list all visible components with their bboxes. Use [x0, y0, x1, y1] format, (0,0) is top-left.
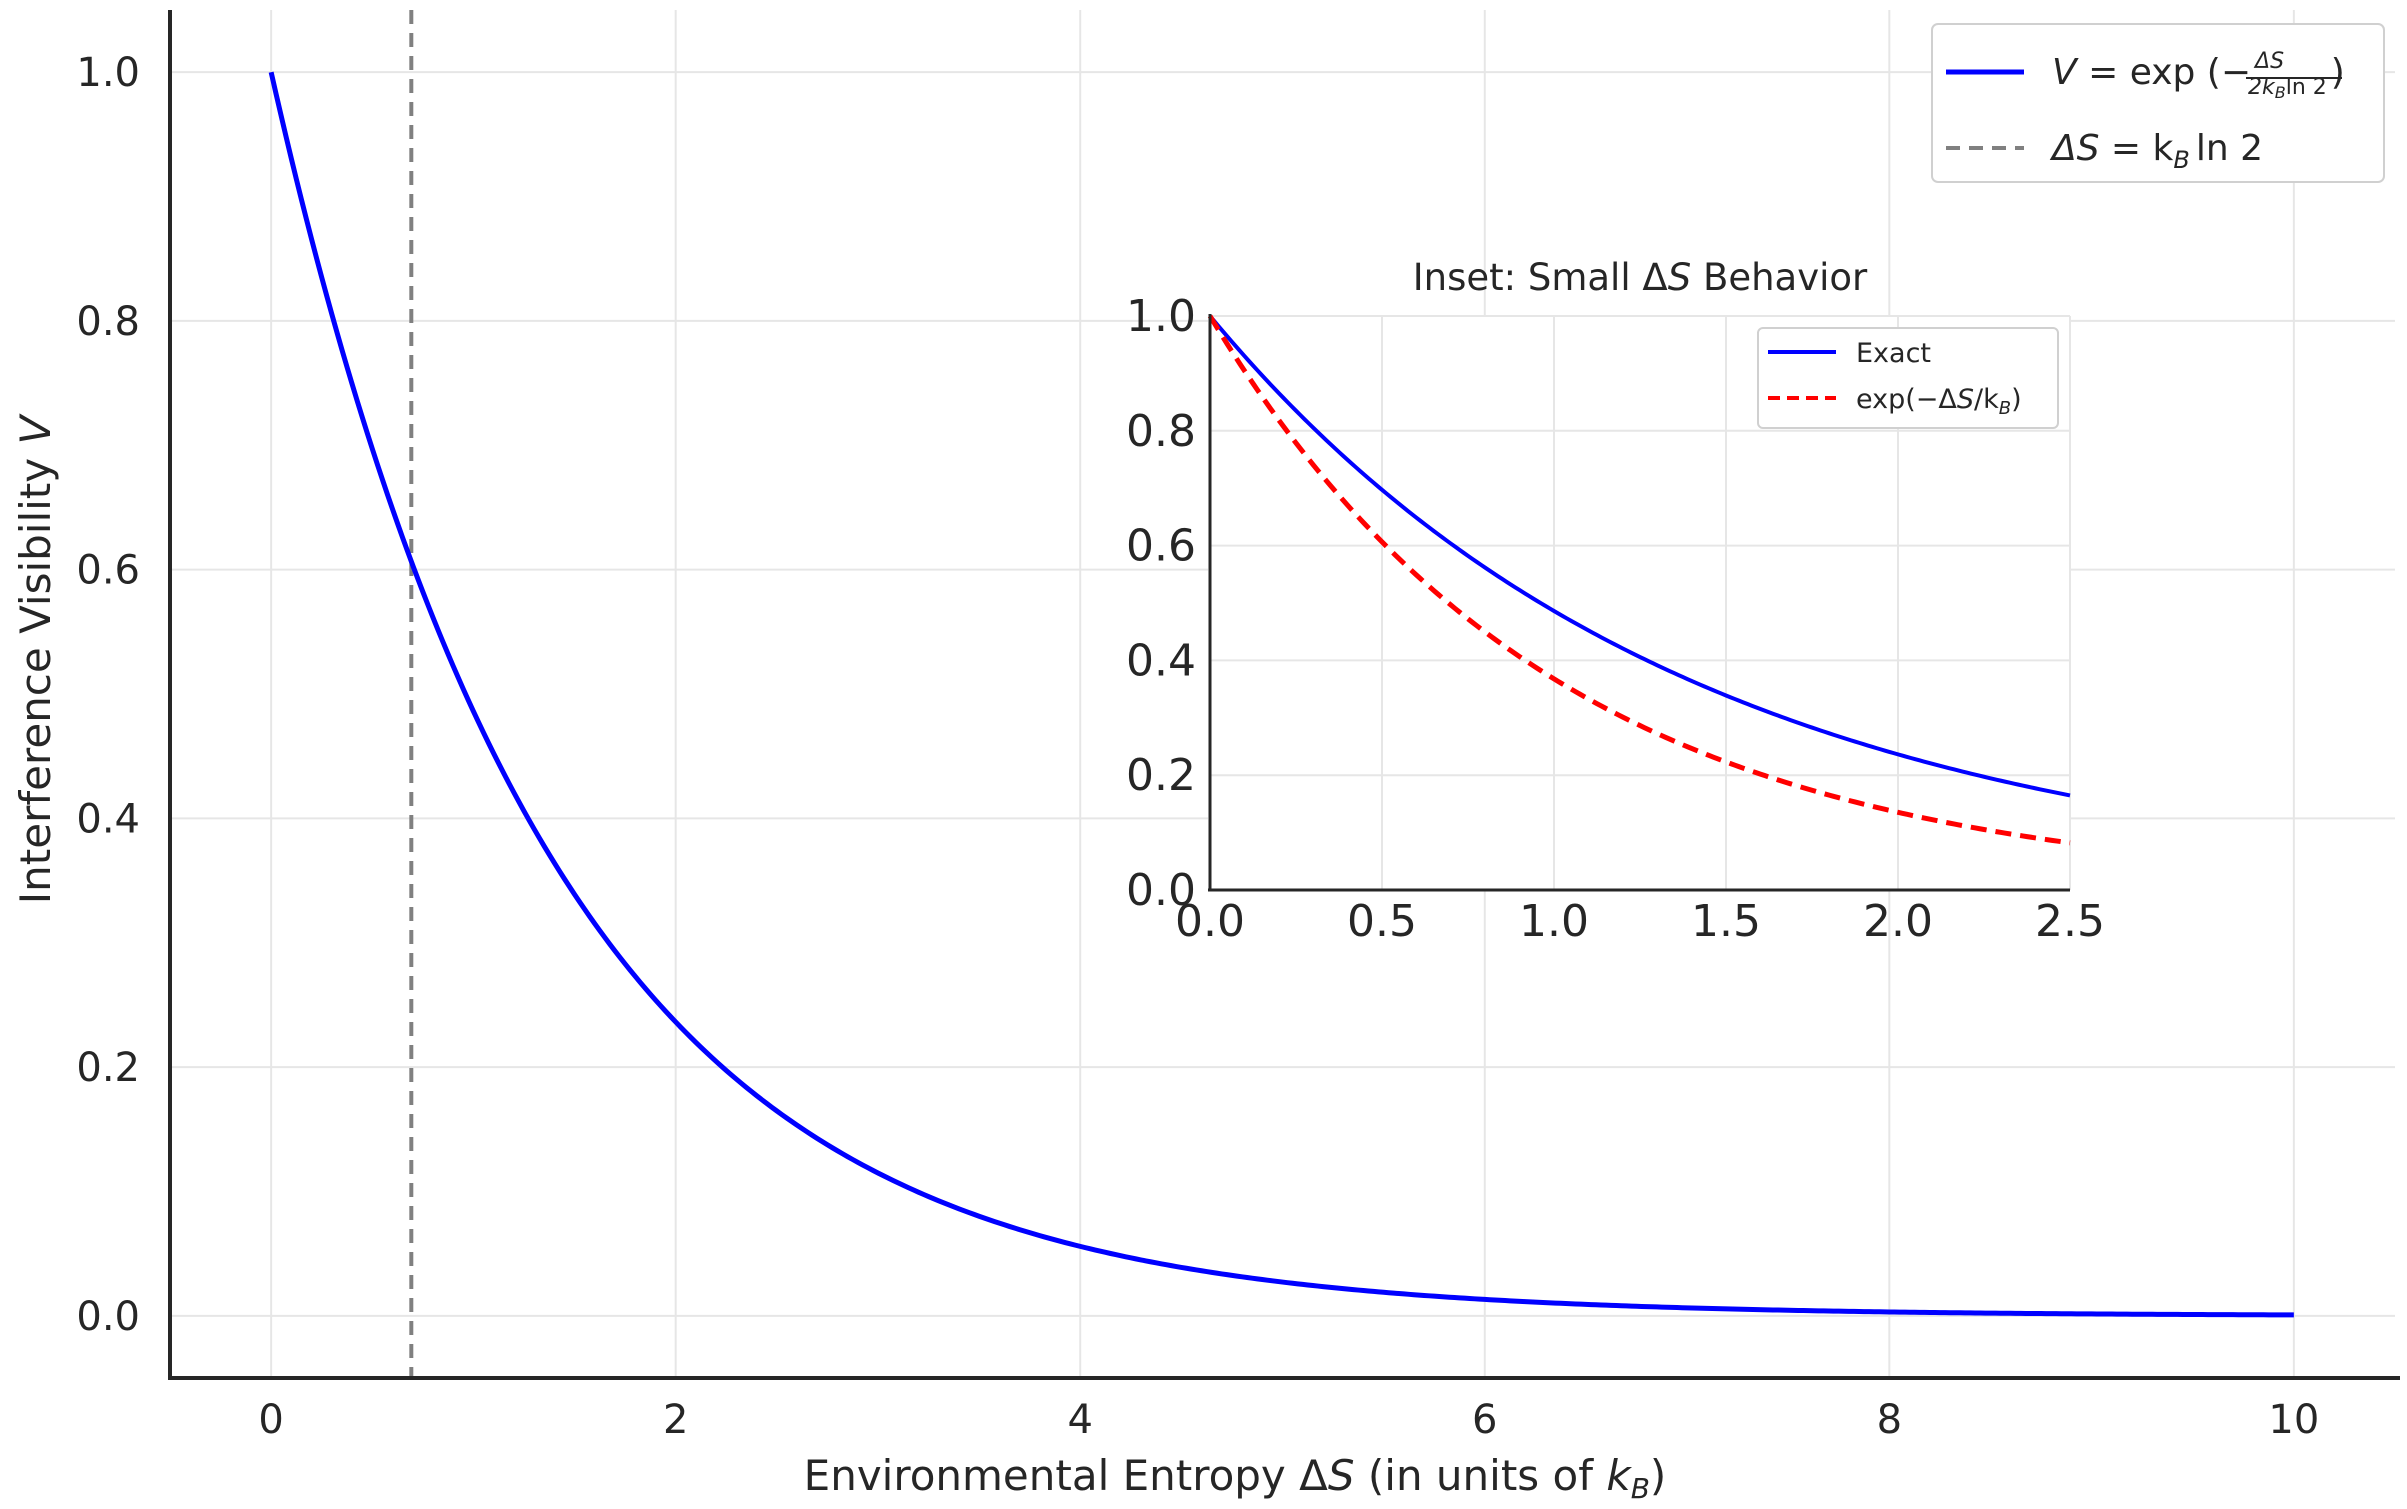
main-y-tick-label: 0.8 — [76, 299, 140, 345]
inset-legend-entry-approx: exp(−ΔS/kB) — [1856, 384, 2022, 419]
main-legend-entry-visibility: V = exp (− ΔS 2kBln 2) — [2052, 49, 2345, 102]
inset-legend: Exact exp(−ΔS/kB) — [1757, 327, 2059, 429]
main-x-tick-label: 6 — [1472, 1397, 1497, 1443]
main-x-tick-label: 4 — [1068, 1397, 1093, 1443]
main-x-axis-label: Environmental Entropy ΔS (in units of kB… — [804, 1451, 1667, 1505]
inset-y-tick-label: 0.6 — [1126, 521, 1196, 572]
main-y-tick-label: 0.6 — [76, 548, 140, 594]
main-x-tick-label: 0 — [258, 1397, 283, 1443]
inset-x-tick-label: 2.0 — [1863, 896, 1933, 947]
inset-y-tick-label: 1.0 — [1126, 291, 1196, 342]
main-y-ticks: 0.0 0.2 0.4 0.6 0.8 1.0 — [76, 50, 140, 1340]
inset-x-tick-label: 1.5 — [1691, 896, 1761, 947]
inset-exact-curve — [1208, 314, 2071, 798]
inset-y-ticks: 0.0 0.2 0.4 0.6 0.8 1.0 — [1126, 291, 1196, 916]
inset-x-tick-label: 2.5 — [2035, 896, 2105, 947]
main-y-axis-label: Interference Visibility V — [11, 413, 60, 905]
inset-x-ticks: 0.0 0.5 1.0 1.5 2.0 2.5 — [1175, 896, 2105, 947]
inset-y-tick-label: 0.8 — [1126, 406, 1196, 457]
main-legend-entry-threshold: ΔS = kB ln 2 — [2049, 128, 2263, 174]
main-legend-box — [1931, 23, 2385, 183]
inset-y-tick-label: 0.4 — [1126, 635, 1196, 686]
inset-y-tick-label: 0.0 — [1126, 865, 1196, 916]
inset-x-tick-label: 0.5 — [1347, 896, 1417, 947]
main-x-tick-label: 10 — [2268, 1397, 2319, 1443]
inset-title: Inset: Small ΔS Behavior — [1413, 256, 1868, 299]
main-y-tick-label: 1.0 — [76, 50, 140, 96]
inset-y-tick-label: 0.2 — [1126, 750, 1196, 801]
main-legend: V = exp (− ΔS 2kBln 2) ΔS = kB ln 2 — [1931, 23, 2385, 183]
main-x-tick-label: 8 — [1877, 1397, 1902, 1443]
visibility-curve — [268, 71, 2294, 1318]
main-y-tick-label: 0.2 — [76, 1045, 140, 1091]
inset-x-tick-label: 1.0 — [1519, 896, 1589, 947]
main-axes-spines — [168, 10, 2400, 1380]
inset-approx-curve — [1207, 314, 2071, 846]
inset-x-tick-label: 0.0 — [1175, 896, 1245, 947]
main-y-tick-label: 0.0 — [76, 1294, 140, 1340]
main-y-tick-label: 0.4 — [76, 796, 140, 842]
main-x-ticks: 0 2 4 6 8 10 — [258, 1397, 2319, 1443]
main-x-tick-label: 2 — [663, 1397, 688, 1443]
inset-axes-spines — [1208, 314, 2070, 892]
inset-legend-entry-exact: Exact — [1856, 338, 1931, 369]
